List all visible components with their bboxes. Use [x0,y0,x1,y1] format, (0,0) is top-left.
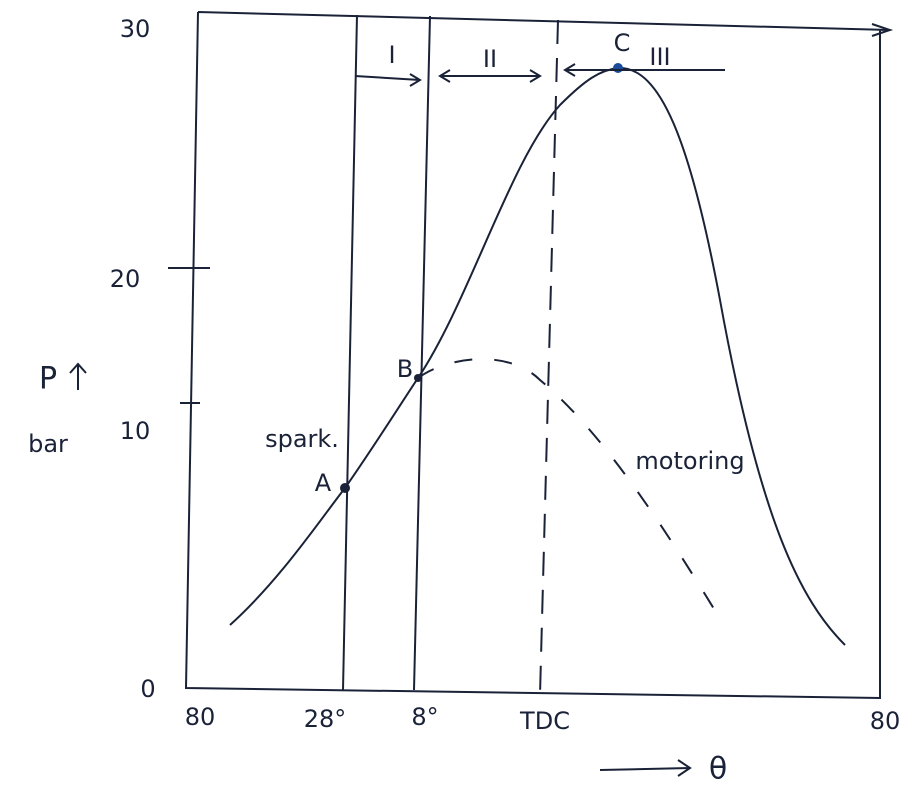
arrow [69,362,87,390]
y-tick-label: 30 [120,15,151,43]
point [340,483,350,493]
curve-label: motoring [635,447,744,475]
phase-arrow [354,73,422,87]
y-axis-label: P [39,362,57,397]
point [613,63,623,73]
point-label: A [315,469,332,497]
point [414,374,422,382]
x-axis-label: θ [709,752,727,785]
y-tick-label: 20 [110,265,141,293]
y-axis-unit: bar [28,430,68,458]
x-tick-label: 28° [304,705,347,733]
point-note: spark. [265,425,339,453]
x-tick-label: TDC [519,707,570,735]
x-tick-label: 8° [411,703,438,731]
phase-label: III [649,43,670,71]
frame [184,11,891,700]
phase-label: I [388,41,395,69]
arrow [599,759,692,777]
point-label: C [614,29,631,57]
phase-arrow [438,69,542,83]
line-28 [342,14,358,691]
x-tick-label: 80 [870,707,901,735]
point-label: B [397,355,413,383]
line-8 [413,15,431,691]
arrow-head [871,23,894,37]
x-tick-label: 80 [185,703,216,731]
phase-label: II [483,45,497,73]
y-tick-label: 10 [120,417,151,445]
motoring-curve [417,358,723,623]
y-tick-label: 0 [140,675,155,703]
phase-arrow [563,63,725,77]
